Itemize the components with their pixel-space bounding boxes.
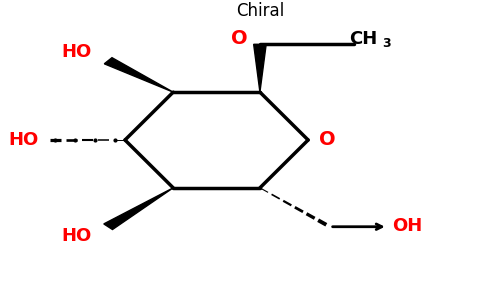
Text: 3: 3 <box>382 37 391 50</box>
Text: O: O <box>319 130 335 149</box>
Text: O: O <box>231 29 248 48</box>
Text: HO: HO <box>61 227 91 245</box>
Text: HO: HO <box>61 43 91 61</box>
Polygon shape <box>104 58 173 92</box>
Text: Chiral: Chiral <box>236 2 284 20</box>
Polygon shape <box>254 44 266 92</box>
Text: HO: HO <box>8 131 38 149</box>
Text: OH: OH <box>393 217 423 235</box>
Text: CH: CH <box>349 30 378 48</box>
Polygon shape <box>104 188 173 230</box>
